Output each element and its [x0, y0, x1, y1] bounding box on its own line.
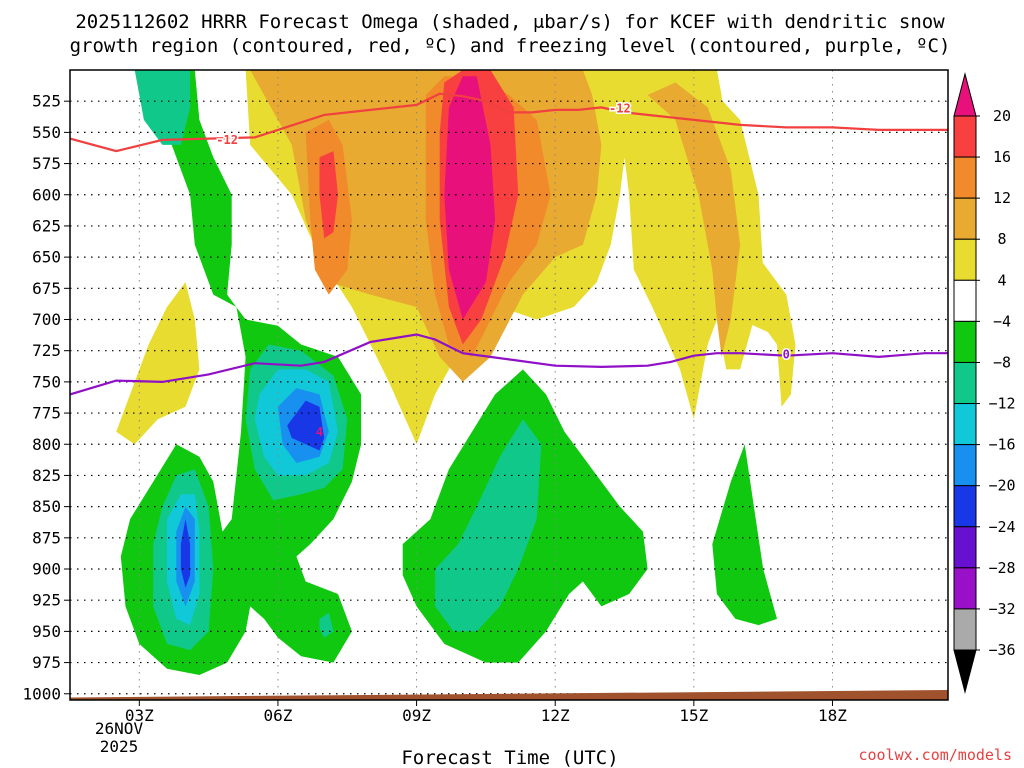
colorbar-label-13: −36 [988, 641, 1015, 659]
x-axis: 03Z 06Z 09Z 12Z 15Z 18Z [125, 700, 847, 725]
omega-darkblue-mid [287, 400, 325, 451]
date-label-day: 26NOV [95, 719, 144, 738]
y-tick-label-975: 975 [32, 653, 61, 672]
freezing-level-0-label-0: 0 [783, 347, 790, 361]
colorbar-label-9: −20 [988, 477, 1015, 495]
y-tick-label-850: 850 [32, 497, 61, 516]
freezing-level-0-line [70, 333, 948, 396]
colorbar-bin-7 [953, 361, 977, 405]
y-tick-label-875: 875 [32, 528, 61, 547]
colorbar-label-10: −24 [988, 518, 1015, 536]
colorbar-label-4: 4 [997, 271, 1006, 289]
credit-label: coolwx.com/models [858, 746, 1012, 764]
x-axis-title: Forecast Time (UTC) [401, 747, 618, 768]
omega-red-left [319, 151, 338, 239]
omega-teal-center [435, 419, 542, 632]
y-tick-label-600: 600 [32, 185, 61, 204]
colorbar-label-7: −12 [988, 395, 1015, 413]
plot-frame [69, 69, 949, 701]
colorbar-bin-11 [953, 526, 977, 569]
contours: -12 -12 0 4 [70, 92, 948, 439]
x-tick-label-03Z: 03Z [125, 706, 154, 725]
colorbar-bin-3 [953, 197, 977, 240]
colorbar-bin-10 [953, 485, 977, 528]
y-tick-label-675: 675 [32, 279, 61, 298]
colorbar-bin-8 [953, 403, 977, 446]
y-tick-label-650: 650 [32, 248, 61, 267]
colorbar: 20 16 12 8 4 −4 −8 −12 −16 −20 −24 −28 −32 −36 [953, 72, 1016, 694]
colorbar-label-12: −32 [988, 600, 1015, 618]
y-tick-label-900: 900 [32, 560, 61, 579]
omega-green-right [712, 444, 777, 626]
colorbar-bin-13 [953, 608, 977, 651]
colorbar-label-5: −4 [993, 312, 1011, 330]
x-tick-label-09Z: 09Z [402, 706, 431, 725]
date-label-year: 2025 [100, 737, 139, 756]
colorbar-bin-4 [953, 238, 977, 281]
colorbar-label-3: 8 [997, 230, 1006, 248]
colorbar-label-8: −16 [988, 436, 1015, 454]
colorbar-bin-2 [953, 156, 977, 199]
colorbar-bin-12 [953, 567, 977, 610]
omega-teal-upper [134, 70, 191, 145]
colorbar-top-triangle [953, 72, 977, 117]
dendritic-minus12-label-0: -12 [216, 133, 238, 147]
y-tick-label-825: 825 [32, 466, 61, 485]
colorbar-label-1: 16 [993, 148, 1011, 166]
x-tick-label-12Z: 12Z [541, 706, 570, 725]
terrain [70, 690, 948, 700]
y-tick-label-625: 625 [32, 216, 61, 235]
colorbar-bin-6 [953, 320, 977, 363]
colorbar-bin-1 [953, 115, 977, 158]
x-tick-label-06Z: 06Z [263, 706, 292, 725]
grid-lines [70, 70, 948, 700]
colorbar-label-6: −8 [993, 353, 1011, 371]
y-tick-label-925: 925 [32, 591, 61, 610]
colorbar-label-11: −28 [988, 559, 1015, 577]
colorbar-bin-9 [953, 444, 977, 487]
y-tick-label-775: 775 [32, 404, 61, 423]
colorbar-label-0: 20 [993, 107, 1011, 125]
y-tick-label-725: 725 [32, 341, 61, 360]
x-tick-label-15Z: 15Z [679, 706, 708, 725]
y-tick-label-575: 575 [32, 154, 61, 173]
omega-magenta-center [444, 76, 496, 320]
omega-darkblue-lower [180, 519, 191, 588]
dendritic-minus12-label-1: -12 [609, 102, 631, 116]
y-tick-label-525: 525 [32, 92, 61, 111]
y-tick-label-950: 950 [32, 622, 61, 641]
chart-title-line1: 2025112602 HRRR Forecast Omega (shaded, … [75, 11, 945, 33]
y-tick-label-750: 750 [32, 372, 61, 391]
dendritic-minus12-line [70, 92, 948, 153]
colorbar-bin-5 [953, 279, 977, 322]
y-tick-label-550: 550 [32, 123, 61, 142]
y-tick-label-700: 700 [32, 310, 61, 329]
y-tick-label-800: 800 [32, 435, 61, 454]
y-axis: 525 550 575 600 625 650 675 700 725 750 775 800 825 8… [22, 92, 70, 703]
chart-title-line2: growth region (contoured, red, ºC) and f… [70, 35, 951, 57]
terrain-fill [70, 690, 948, 700]
omega-left-yellow-lobe [116, 282, 200, 445]
y-tick-label-1000: 1000 [22, 684, 61, 703]
colorbar-bottom-triangle [953, 649, 977, 694]
omega-orange-right [647, 82, 741, 357]
contour-annotation-0: 4 [316, 425, 323, 439]
colorbar-label-2: 12 [993, 189, 1011, 207]
plot-area: -12 -12 0 4 [70, 70, 948, 700]
x-tick-label-18Z: 18Z [818, 706, 847, 725]
